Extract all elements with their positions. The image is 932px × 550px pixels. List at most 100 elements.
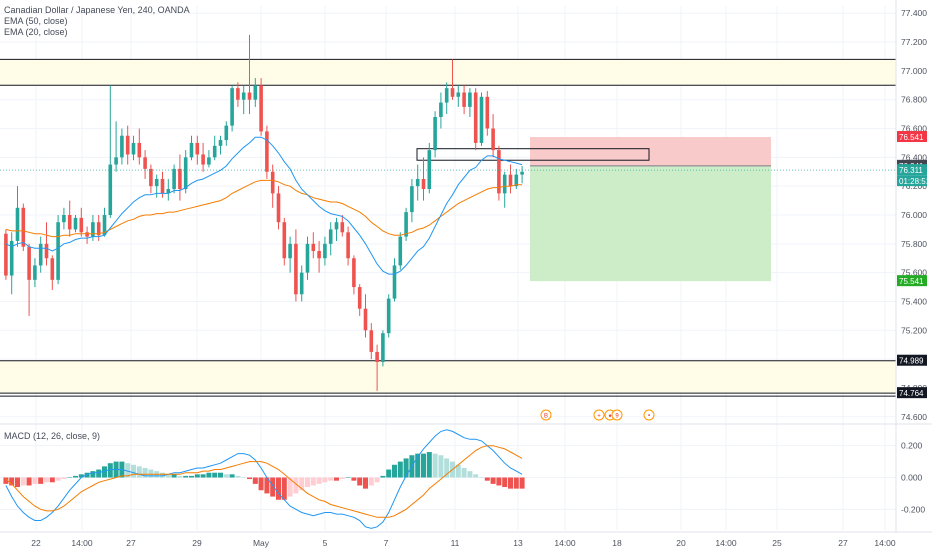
candle-body xyxy=(421,178,426,190)
x-tick-label: 14:00 xyxy=(554,538,576,548)
macd-histogram-bar xyxy=(102,466,107,478)
macd-histogram-bar xyxy=(502,477,508,488)
candle-body xyxy=(102,215,107,236)
candle-body xyxy=(212,145,217,158)
y-tick-label: 76.000 xyxy=(901,210,927,220)
macd-histogram-bar xyxy=(67,477,73,478)
signal-line xyxy=(5,445,523,518)
macd-histogram-bar xyxy=(252,477,258,484)
candle-body xyxy=(114,157,118,165)
macd-histogram-bar xyxy=(484,477,490,481)
candle-body xyxy=(259,85,263,132)
earnings-icon-glyph: B xyxy=(544,414,548,420)
candle-body xyxy=(288,243,292,259)
price-label-target xyxy=(897,275,927,287)
short-position-tool[interactable] xyxy=(416,137,771,282)
macd-histogram-bar xyxy=(148,469,154,478)
y-tick-label: 75.600 xyxy=(901,268,927,278)
candle-body xyxy=(125,135,130,155)
macd-histogram-bar xyxy=(368,477,374,486)
candle-body xyxy=(317,251,321,259)
calendar-event-icon-glyph: + xyxy=(597,414,601,420)
y-tick-label: 76.400 xyxy=(901,152,927,162)
candle-body xyxy=(514,174,519,187)
macd-histogram-bar xyxy=(189,475,194,478)
candle-body xyxy=(363,308,368,331)
candle-body xyxy=(4,233,8,276)
candle-body xyxy=(415,178,420,187)
candle-body xyxy=(149,168,153,187)
macd-histogram-bar xyxy=(455,464,461,478)
x-tick-label: 7 xyxy=(384,538,389,548)
macd-histogram-bar xyxy=(107,463,113,478)
calendar-event-icon-glyph: • xyxy=(648,414,650,420)
macd-histogram-bar xyxy=(235,475,241,478)
dividend-icon[interactable] xyxy=(611,409,623,421)
macd-histogram-bar xyxy=(84,472,90,478)
price-label-last xyxy=(897,164,927,176)
candle-body xyxy=(201,154,205,165)
macd-histogram-bar xyxy=(357,477,363,486)
macd-histogram-bar xyxy=(328,477,334,481)
y-tick-label: 76.800 xyxy=(901,95,927,105)
macd-y-tick-label: -0.200 xyxy=(901,504,925,514)
stop-loss-zone[interactable] xyxy=(530,137,771,166)
macd-histogram-bar xyxy=(310,477,316,486)
candle-body xyxy=(44,243,49,259)
candlestick-series xyxy=(4,34,524,391)
macd-histogram-bar xyxy=(3,477,9,484)
macd-histogram-bar xyxy=(322,477,328,483)
candle-body xyxy=(450,88,455,97)
y-tick-label: 76.600 xyxy=(901,124,927,134)
candle-body xyxy=(305,243,310,273)
annotation-box[interactable] xyxy=(416,148,650,161)
candle-body xyxy=(270,171,275,194)
calendar-event-icon[interactable] xyxy=(643,409,655,421)
candle-body xyxy=(340,222,345,233)
macd-histogram-bar xyxy=(61,477,67,480)
candle-body xyxy=(468,92,472,107)
macd-histogram-bar xyxy=(44,477,49,483)
candle-body xyxy=(323,243,327,259)
macd-histogram-bar xyxy=(281,477,287,500)
candle-body xyxy=(241,92,246,100)
price-label-support xyxy=(897,387,927,399)
macd-histogram-bar xyxy=(270,477,276,497)
x-tick-label: 27 xyxy=(126,538,136,548)
candle-body xyxy=(33,265,37,280)
event-markers[interactable]: B + ♦ 9 • xyxy=(540,409,655,421)
x-tick-label: 22 xyxy=(31,538,41,548)
macd-histogram-bar xyxy=(194,474,200,478)
candle-body xyxy=(137,142,142,158)
candle-body xyxy=(282,222,287,259)
macd-histogram-bar xyxy=(136,466,142,478)
earnings-icon[interactable] xyxy=(540,409,552,421)
macd-histogram-bar xyxy=(96,469,102,478)
macd-panel xyxy=(0,429,896,529)
candle-body xyxy=(444,88,449,103)
x-tick-label: 27 xyxy=(838,538,848,548)
candle-body xyxy=(520,171,524,175)
macd-histogram-bar xyxy=(496,477,502,486)
x-tick-label: 11 xyxy=(451,538,460,548)
price-label-text: 75.541 xyxy=(899,277,924,286)
candle-body xyxy=(276,193,281,223)
calendar-event-icon[interactable] xyxy=(593,409,605,421)
candle-body xyxy=(195,142,200,155)
price-label-text: 74.989 xyxy=(899,357,924,366)
candle-body xyxy=(433,116,437,151)
candle-body xyxy=(491,128,495,151)
take-profit-zone[interactable] xyxy=(530,165,771,282)
candle-body xyxy=(108,164,113,215)
macd-histogram-bar xyxy=(131,464,136,478)
macd-histogram-bar xyxy=(351,477,357,481)
ema-lines xyxy=(0,136,896,275)
candle-body xyxy=(67,215,72,230)
macd-histogram-bar xyxy=(9,477,15,486)
macd-histogram-bar xyxy=(339,477,345,480)
x-tick-label: 5 xyxy=(323,538,328,548)
candle-body xyxy=(38,243,43,266)
candle-body xyxy=(294,243,298,295)
